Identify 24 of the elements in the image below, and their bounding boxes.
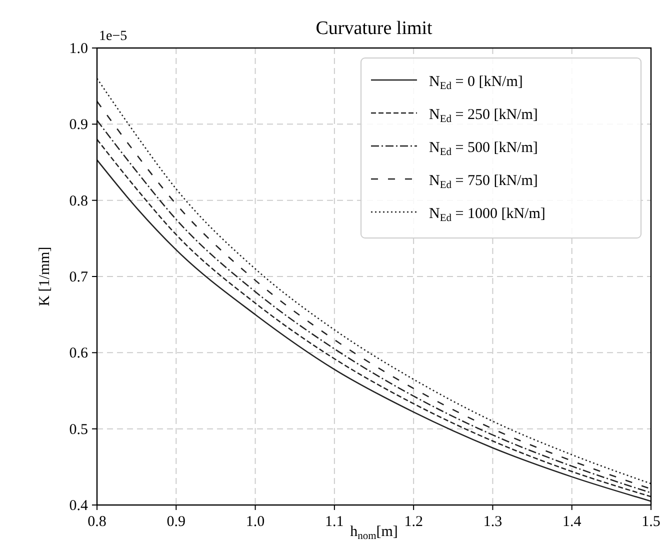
x-tick-label: 1.2	[404, 514, 423, 530]
chart-title: Curvature limit	[316, 18, 434, 39]
x-tick-label: 1.1	[325, 514, 344, 530]
x-tick-label: 0.9	[166, 514, 186, 530]
y-tick-label: 0.5	[69, 422, 88, 438]
y-tick-label: 0.4	[69, 498, 88, 514]
y-axis-title: K [1/mm]	[37, 246, 53, 306]
x-tick-label: 0.8	[88, 514, 106, 530]
legend-label: N$_{Ed}$ = 750 [kN/m]	[429, 173, 538, 191]
legend-label: N$_{Ed}$ = 0 [kN/m]	[429, 74, 523, 92]
text: 1e−5	[99, 29, 128, 44]
x-tick-label: 1.5	[642, 514, 660, 530]
x-tick-label: 1.4	[562, 514, 582, 530]
x-tick-label: 1.3	[483, 514, 502, 530]
y-tick-label: 0.6	[69, 346, 88, 362]
legend-label: N$_{Ed}$ = 250 [kN/m]	[429, 107, 538, 125]
x-tick-label: 1.0	[246, 514, 265, 530]
y-tick-label: 1.0	[69, 41, 88, 57]
x-axis-title: h$_{nom}$[m]	[350, 524, 398, 542]
y-tick-label: 0.8	[69, 193, 88, 210]
legend-label: N$_{Ed}$ = 500 [kN/m]	[429, 140, 538, 158]
y-tick-label: 0.9	[69, 117, 88, 134]
legend-label: N$_{Ed}$ = 1000 [kN/m]	[429, 206, 546, 224]
y-tick-label: 0.7	[69, 270, 88, 286]
